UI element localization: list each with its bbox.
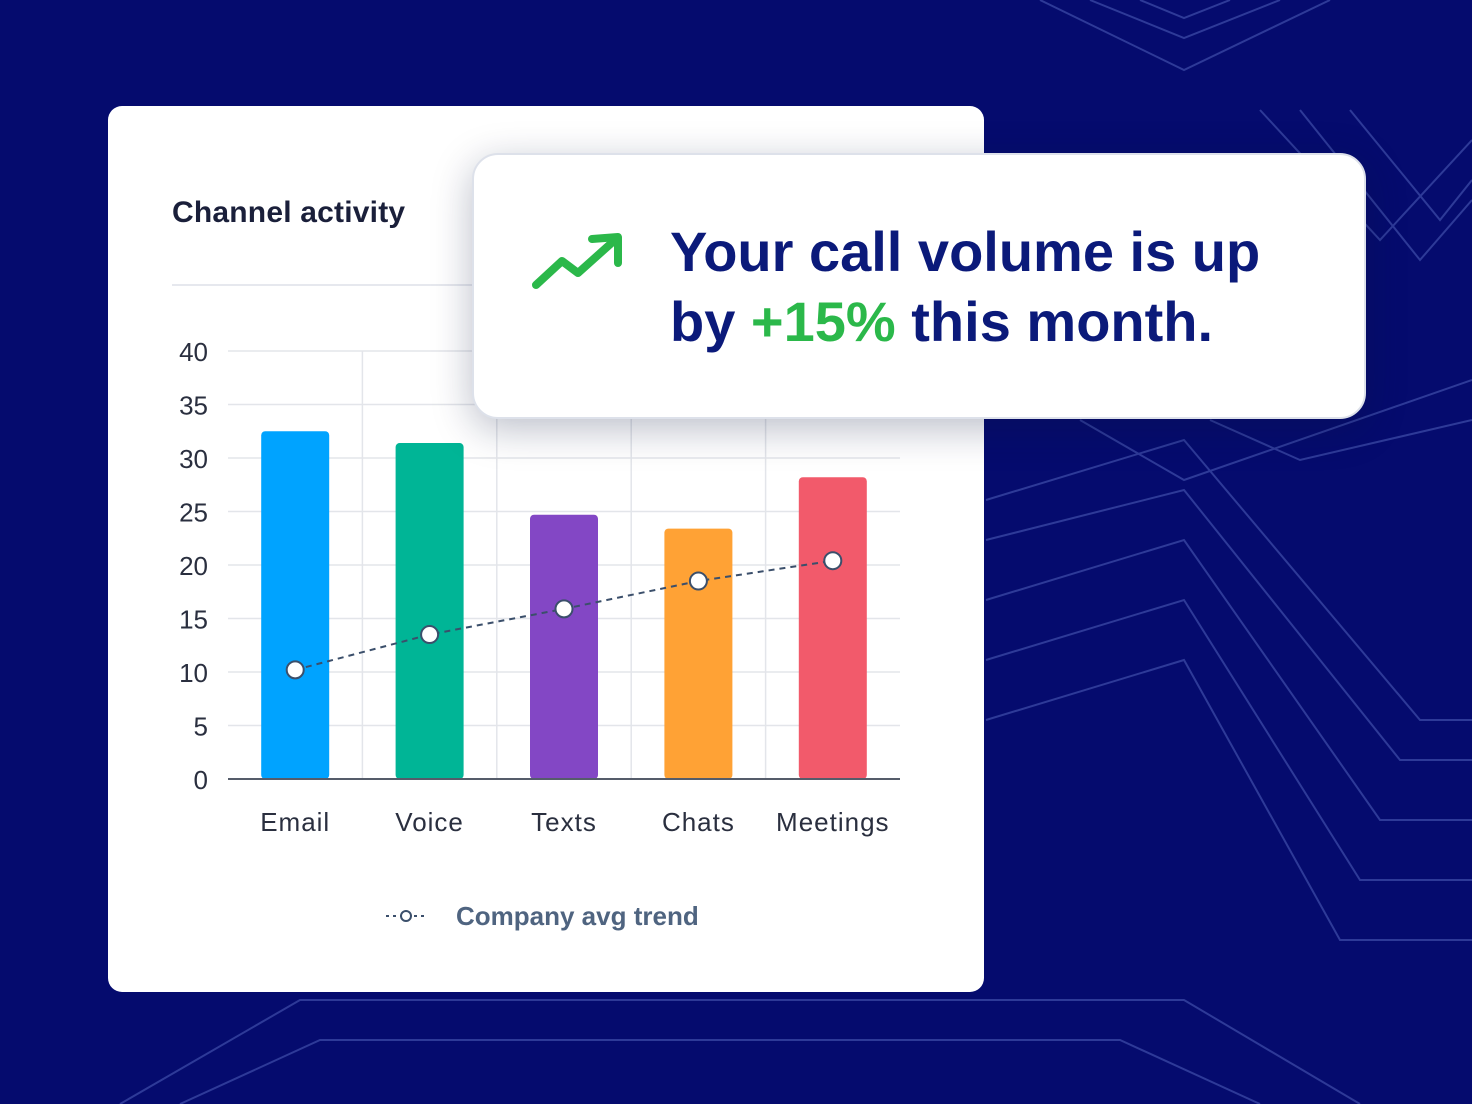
notification-line-2-suffix: this month. (895, 290, 1214, 353)
x-tick-label: Meetings (776, 807, 890, 837)
chart-legend: Company avg trend (384, 896, 699, 936)
notification-line-1: Your call volume is up (670, 220, 1261, 283)
trend-point-texts (554, 599, 574, 619)
legend-label: Company avg trend (456, 900, 699, 931)
y-tick-label: 15 (179, 605, 208, 635)
y-tick-label: 10 (179, 658, 208, 688)
bar-texts (530, 514, 598, 779)
x-tick-label: Voice (395, 807, 464, 837)
y-tick-label: 25 (179, 498, 208, 528)
notification-line-2: by +15% this month. (670, 287, 1330, 357)
notification-message: Your call volume is up by +15% this mont… (670, 217, 1330, 357)
trend-point-chats (688, 571, 708, 591)
call-volume-notification: Your call volume is up by +15% this mont… (472, 153, 1366, 419)
y-tick-label: 35 (179, 391, 208, 421)
y-tick-label: 5 (194, 712, 208, 742)
channel-activity-chart: 0 5 10 15 20 25 30 35 40 Email Voice Texts Chats Meet… (179, 337, 900, 837)
x-tick-label: Chats (662, 807, 735, 837)
y-tick-label: 30 (179, 444, 208, 474)
legend-trend-marker-icon (386, 910, 426, 922)
y-tick-label: 40 (179, 337, 208, 367)
notification-line-2-prefix: by (670, 290, 751, 353)
trend-point-voice (420, 625, 440, 645)
y-tick-label: 20 (179, 551, 208, 581)
bar-voice (395, 443, 464, 779)
x-tick-label: Email (260, 807, 330, 837)
bar-chats (664, 528, 733, 779)
trend-point-meetings (823, 551, 843, 571)
card-title: Channel activity (172, 196, 406, 229)
growth-percentage: +15% (750, 290, 896, 353)
bar-meetings (798, 477, 867, 779)
trending-up-icon (532, 233, 622, 289)
x-tick-label: Texts (531, 807, 597, 837)
trend-point-email (285, 660, 305, 680)
title-divider (172, 284, 492, 286)
bar-email (261, 431, 330, 779)
y-tick-label: 0 (194, 765, 208, 795)
